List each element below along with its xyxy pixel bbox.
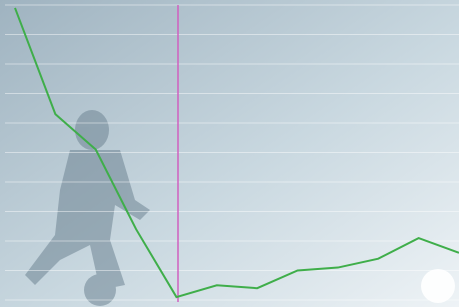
page: {"chart_data": {"type": "line", "categor… [0,0,459,307]
background [0,0,459,307]
chart [0,0,459,307]
logo [421,269,455,303]
